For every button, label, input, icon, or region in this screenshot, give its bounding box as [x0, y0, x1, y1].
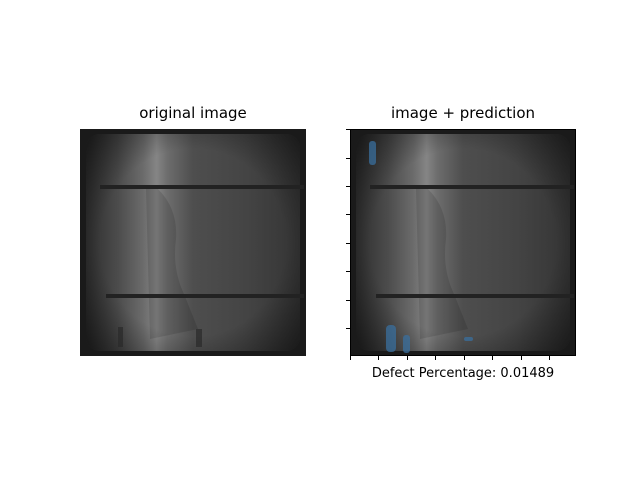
y-tick — [346, 300, 350, 301]
dark-region — [416, 189, 468, 339]
y-tick — [346, 186, 350, 187]
x-tick — [378, 356, 379, 360]
busbar-bottom — [106, 294, 304, 298]
defect-overlay — [369, 141, 376, 165]
x-tick — [435, 356, 436, 360]
y-tick — [346, 129, 350, 130]
y-tick — [346, 271, 350, 272]
x-tick — [350, 356, 351, 360]
x-tick — [464, 356, 465, 360]
busbar-top — [100, 185, 304, 189]
busbar-top — [370, 185, 574, 189]
y-tick — [346, 243, 350, 244]
busbar-bottom — [376, 294, 574, 298]
crack-mark — [196, 329, 202, 347]
defect-overlay — [386, 325, 396, 352]
defect-overlay — [464, 337, 473, 341]
y-tick — [346, 328, 350, 329]
defect-percentage-label: Defect Percentage: 0.01489 — [371, 366, 555, 381]
x-tick — [407, 356, 408, 360]
left-panel-title: original image — [139, 104, 247, 122]
dark-region — [146, 189, 198, 339]
x-tick — [549, 356, 550, 360]
prediction-image — [350, 129, 576, 356]
x-tick — [492, 356, 493, 360]
x-tick — [521, 356, 522, 360]
original-image — [80, 129, 306, 356]
y-tick — [346, 158, 350, 159]
right-panel-title: image + prediction — [390, 104, 536, 122]
crack-mark — [118, 327, 123, 347]
y-tick — [346, 214, 350, 215]
defect-overlay — [403, 335, 410, 353]
